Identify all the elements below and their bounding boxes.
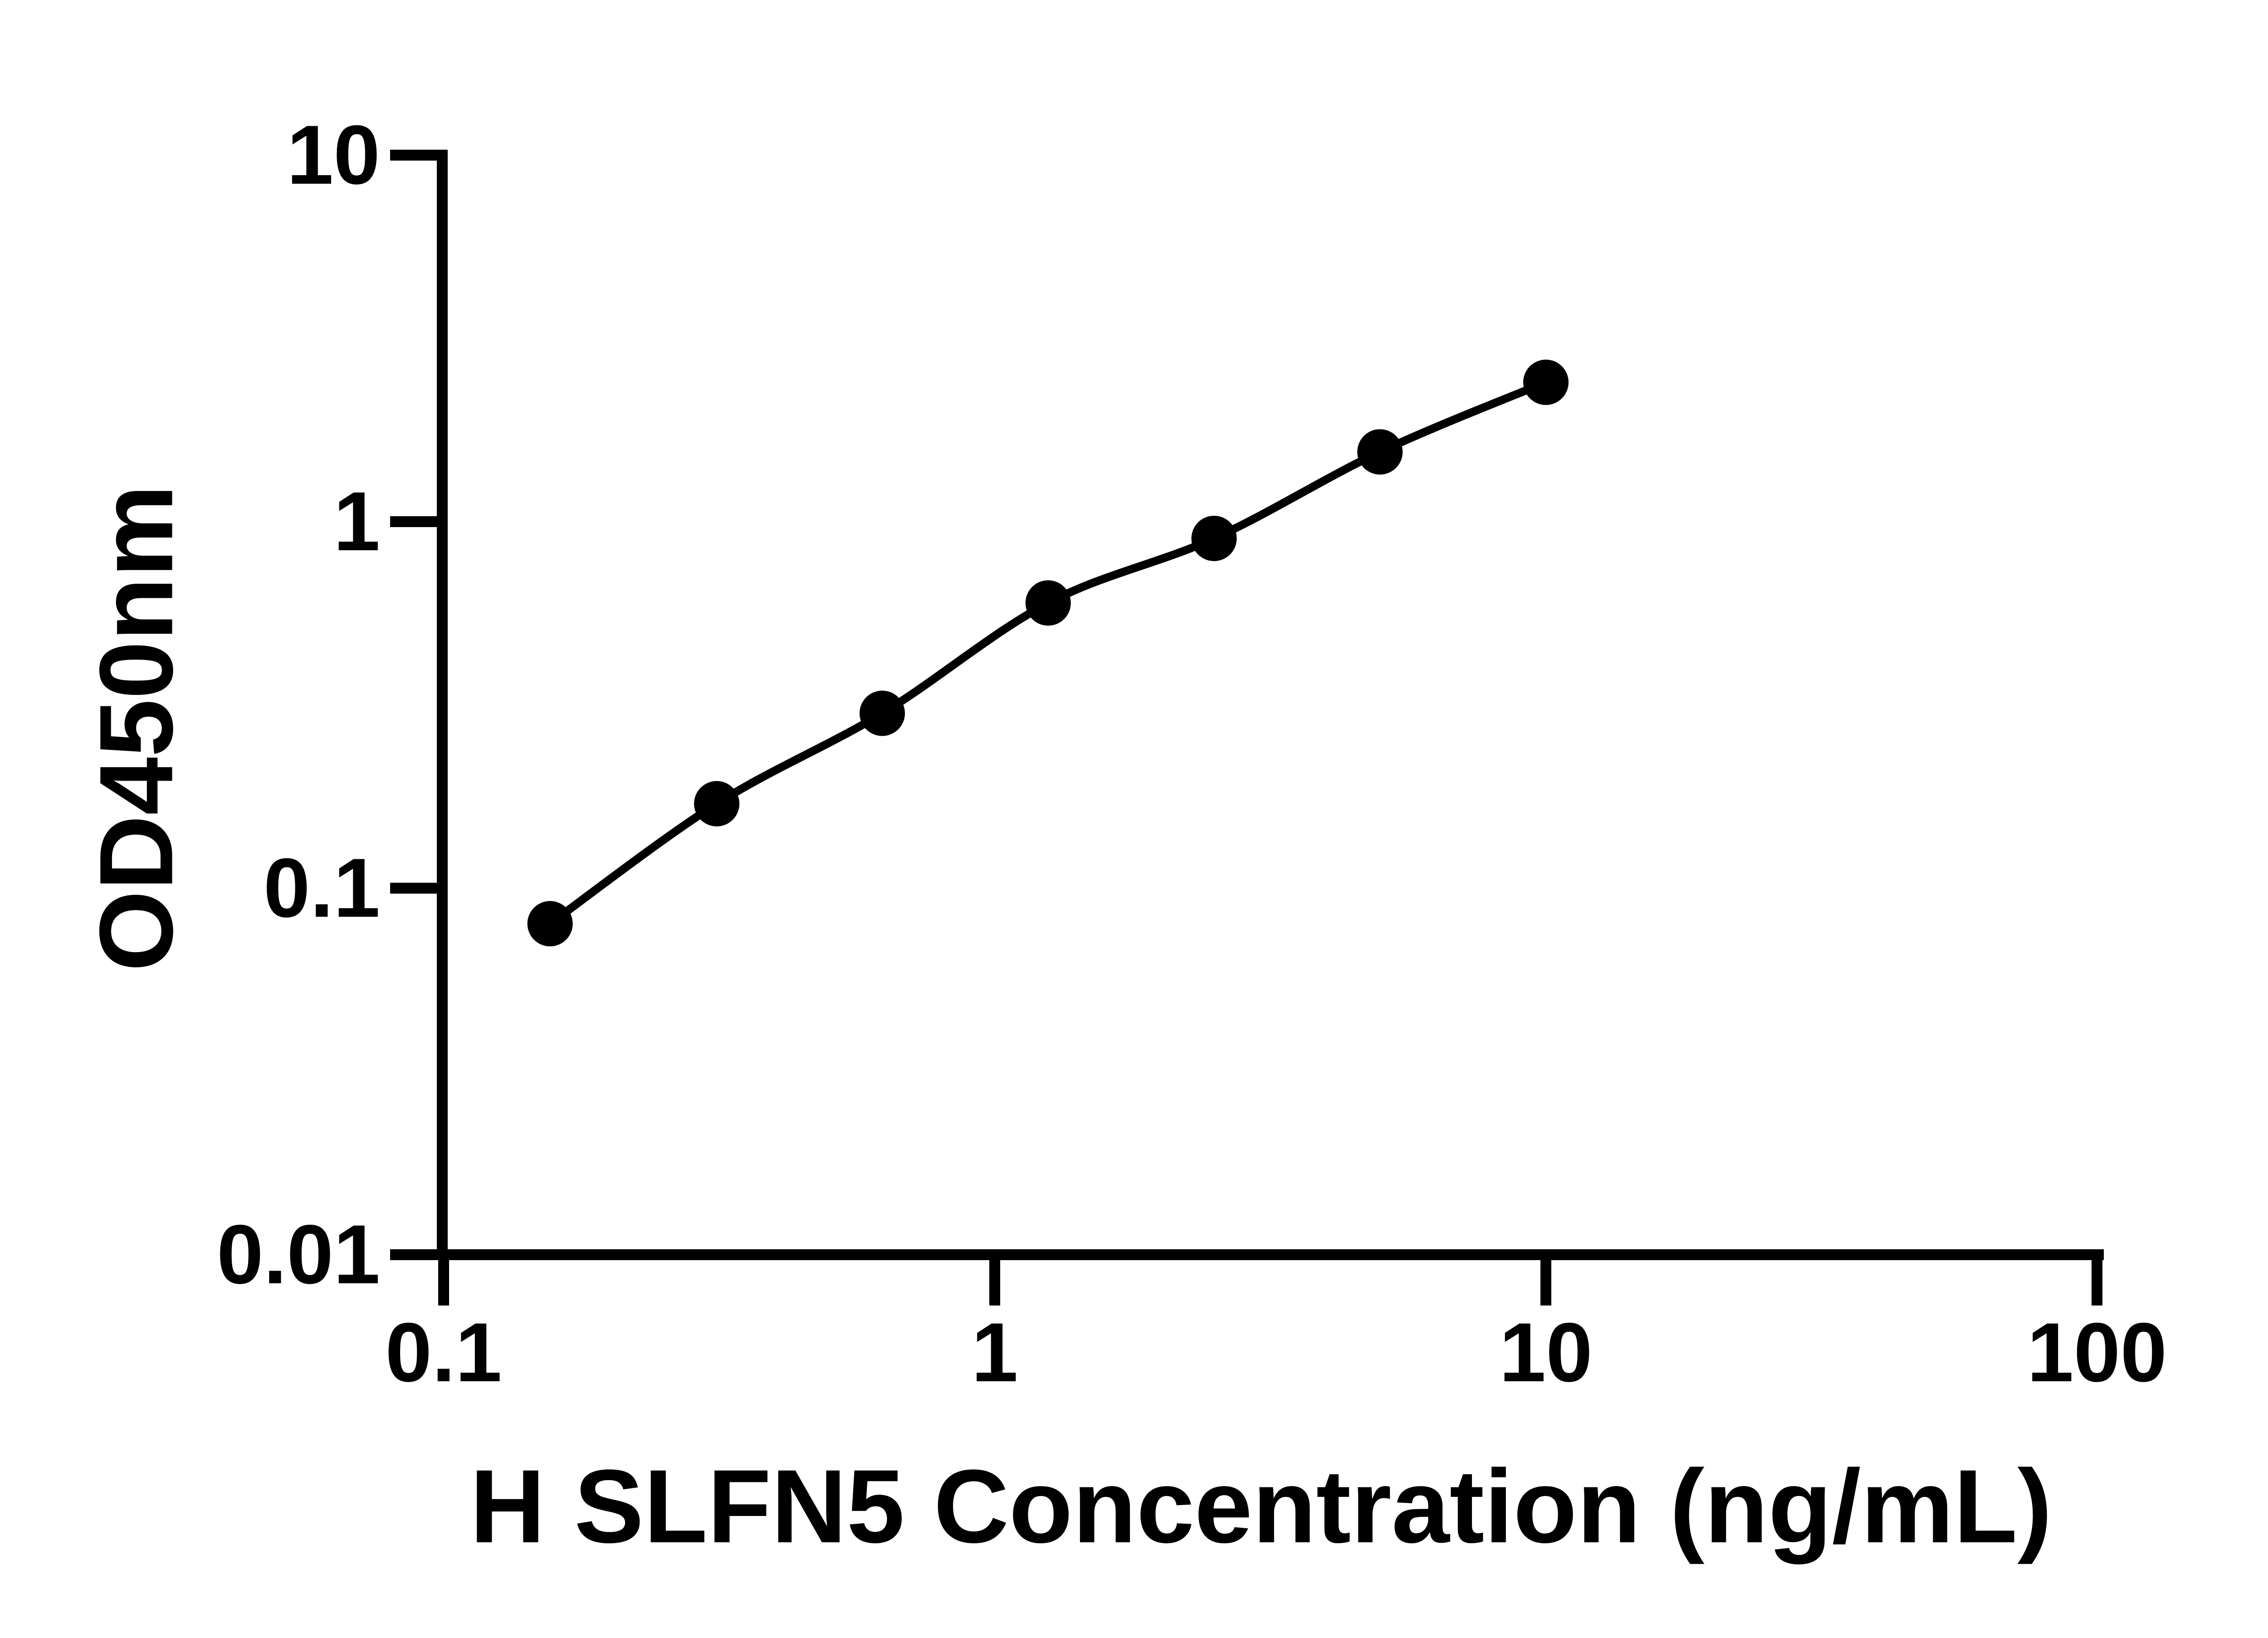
y-axis: 10 1 0.1 0.01 bbox=[217, 108, 448, 1301]
x-axis: 0.1 1 10 100 bbox=[385, 1249, 2167, 1399]
data-point-marker bbox=[1025, 580, 1071, 626]
data-point-marker bbox=[527, 901, 573, 947]
x-axis-title: H SLFN5 Concentration (ng/mL) bbox=[470, 1448, 2052, 1565]
data-point-marker bbox=[1357, 429, 1403, 475]
y-tick-label: 0.1 bbox=[264, 841, 380, 935]
data-points bbox=[527, 359, 1569, 947]
x-tick-label: 0.1 bbox=[385, 1306, 502, 1399]
y-axis-title: OD450nm bbox=[78, 484, 195, 972]
y-tick-label: 1 bbox=[333, 475, 380, 568]
data-point-marker bbox=[1191, 515, 1237, 561]
data-point-marker bbox=[859, 690, 905, 736]
data-point-marker bbox=[1523, 359, 1569, 405]
x-tick-label: 1 bbox=[972, 1306, 1018, 1399]
data-point-marker bbox=[694, 781, 740, 826]
x-tick-label: 100 bbox=[2027, 1306, 2167, 1399]
x-tick-label: 10 bbox=[1499, 1306, 1593, 1399]
y-tick-label: 0.01 bbox=[217, 1208, 380, 1301]
y-tick-label: 10 bbox=[287, 108, 380, 202]
